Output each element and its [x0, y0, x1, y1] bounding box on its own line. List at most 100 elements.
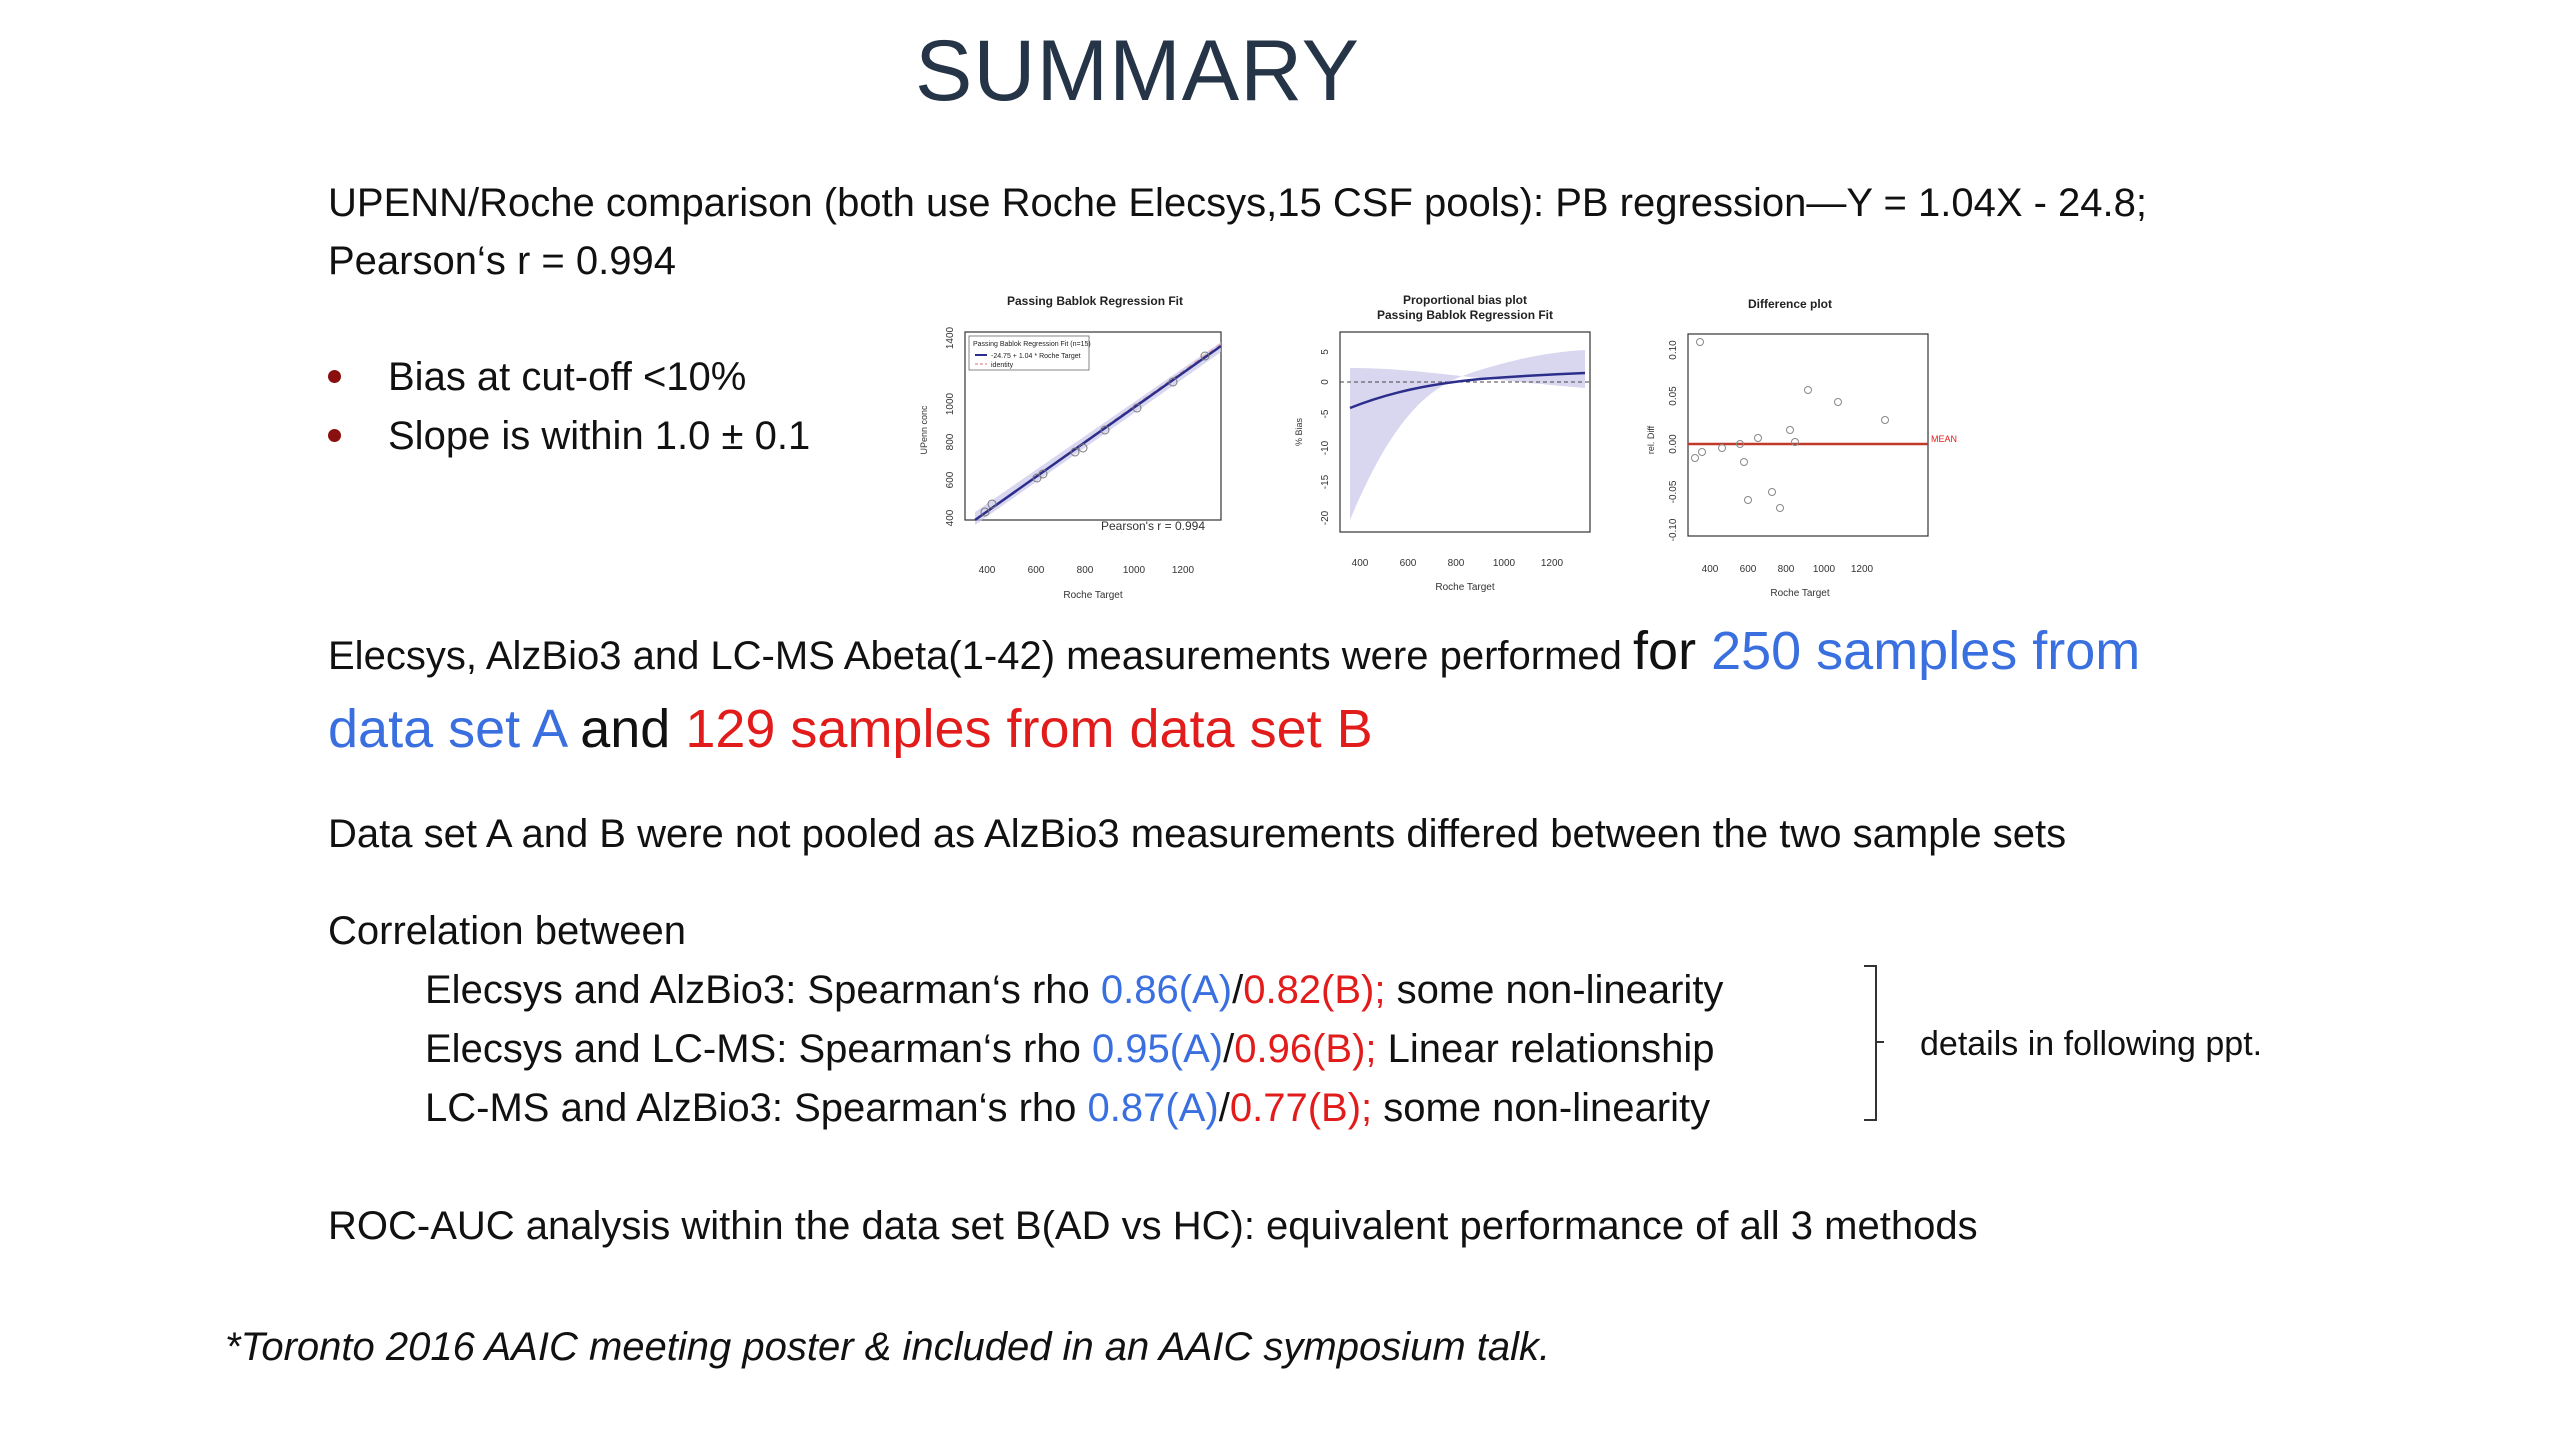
- data-point: [1768, 488, 1776, 496]
- y-tick: 0.00: [1668, 434, 1679, 454]
- not-pooled-text: Data set A and B were not pooled as AlzB…: [328, 812, 2067, 856]
- rho-sep: /: [1223, 1027, 1235, 1071]
- y-tick: 5: [1320, 349, 1331, 355]
- y-tick: -0.10: [1668, 518, 1679, 541]
- y-axis-label: % Bias: [1294, 417, 1304, 446]
- y-tick: -10: [1320, 440, 1331, 455]
- data-point: [1691, 454, 1699, 462]
- intro-line-1: UPENN/Roche comparison (both use Roche E…: [328, 181, 2148, 225]
- plot-frame: [1339, 331, 1591, 533]
- y-tick: -5: [1320, 409, 1331, 418]
- x-tick: 800: [1448, 558, 1465, 569]
- correlation-note: some non-linearity: [1372, 1086, 1711, 1130]
- x-tick: 1200: [1172, 565, 1195, 576]
- pearson-annotation: Pearson's r = 0.994: [1101, 519, 1205, 533]
- bullet-text: Bias at cut-off <10%: [388, 355, 747, 399]
- data-point: [1132, 403, 1142, 413]
- plot-subtitle: Passing Bablok Regression Fit: [1377, 308, 1553, 322]
- bullet-text: Slope is within 1.0 ± 0.1: [388, 414, 811, 458]
- plot-frame: [964, 331, 1222, 521]
- x-axis-label: Roche Target: [1063, 590, 1123, 601]
- data-point: [1718, 444, 1726, 452]
- data-point: [1168, 377, 1178, 387]
- rho-a: 0.86(A): [1100, 968, 1233, 1012]
- bracket-icon: [1864, 965, 1884, 1121]
- rho-b: 0.77(B);: [1229, 1086, 1373, 1130]
- measurements-for: for: [1633, 621, 1712, 681]
- rho-a: 0.95(A): [1091, 1027, 1224, 1071]
- correlation-row: Elecsys and AlzBio3: Spearman‘s rho 0.86…: [425, 961, 1723, 1019]
- confidence-band: [1350, 350, 1585, 520]
- proportional-bias-plot: Proportional bias plot Passing Bablok Re…: [1294, 293, 1591, 593]
- regression-line: [974, 344, 1222, 522]
- measurements-line-1: Elecsys, AlzBio3 and LC-MS Abeta(1-42) m…: [328, 620, 2140, 682]
- x-tick: 1000: [1493, 558, 1516, 569]
- x-axis-label: Roche Target: [1435, 582, 1495, 593]
- data-point: [1200, 351, 1210, 361]
- data-point: [1804, 386, 1812, 394]
- x-tick: 800: [1778, 564, 1795, 575]
- data-point: [1038, 469, 1048, 479]
- slide-title: SUMMARY: [914, 23, 1361, 119]
- data-point: [1736, 440, 1744, 448]
- data-point: [1744, 496, 1752, 504]
- plot-legend: [968, 335, 1090, 371]
- bias-curve: [1349, 371, 1586, 410]
- bullet-item-2: Slope is within 1.0 ± 0.1: [328, 407, 811, 465]
- data-point: [1754, 434, 1762, 442]
- y-tick: -15: [1320, 474, 1331, 489]
- x-axis-label: Roche Target: [1770, 588, 1830, 599]
- y-tick: -20: [1320, 510, 1331, 525]
- plot-frame: [1687, 333, 1929, 537]
- correlation-heading: Correlation between: [328, 909, 686, 953]
- difference-plot: Difference plot MEAN 400 600 800 1000 12…: [1646, 297, 1957, 599]
- correlation-row: LC-MS and AlzBio3: Spearman‘s rho 0.87(A…: [425, 1079, 1710, 1137]
- rho-a: 0.87(A): [1087, 1086, 1219, 1130]
- correlation-pair: LC-MS and AlzBio3: Spearman‘s rho: [425, 1086, 1088, 1130]
- data-set-a-label: data set A: [328, 699, 566, 759]
- data-points: [1691, 338, 1889, 512]
- x-tick: 600: [1028, 565, 1045, 576]
- passing-bablok-plot: Passing Bablok Regression Fit Passing Ba…: [919, 294, 1222, 601]
- legend-identity-label: identity: [991, 362, 1014, 369]
- data-point: [1698, 448, 1706, 456]
- data-point: [1100, 425, 1110, 435]
- y-tick: 1400: [945, 326, 956, 349]
- data-points: [980, 351, 1210, 517]
- x-tick: 400: [1702, 564, 1719, 575]
- data-point: [980, 507, 990, 517]
- details-note: details in following ppt.: [1920, 1025, 2263, 1063]
- y-tick: 0.10: [1668, 340, 1679, 360]
- data-point: [1078, 443, 1088, 453]
- legend-title: Passing Bablok Regression Fit (n=15): [973, 341, 1091, 348]
- measurements-text: Elecsys, AlzBio3 and LC-MS Abeta(1-42) m…: [328, 634, 1634, 678]
- x-tick: 1200: [1851, 564, 1874, 575]
- y-tick: 800: [945, 433, 956, 450]
- data-point: [1791, 438, 1799, 446]
- legend-line-label: -24.75 + 1.04 * Roche Target: [991, 353, 1081, 360]
- plot-title: Proportional bias plot: [1403, 293, 1527, 307]
- data-point: [1881, 416, 1889, 424]
- y-tick: 400: [945, 509, 956, 526]
- bullet-dot-icon: [328, 429, 341, 442]
- data-point: [1834, 398, 1842, 406]
- measurements-and: and: [565, 699, 686, 759]
- correlation-note: Linear relationship: [1376, 1027, 1715, 1071]
- correlation-row: Elecsys and LC-MS: Spearman‘s rho 0.95(A…: [425, 1020, 1715, 1078]
- x-tick: 600: [1740, 564, 1757, 575]
- y-axis-label: UPenn conc: [919, 405, 929, 455]
- data-point: [987, 499, 997, 509]
- x-tick: 600: [1400, 558, 1417, 569]
- roc-text: ROC-AUC analysis within the data set B(A…: [328, 1204, 1978, 1248]
- correlation-pair: Elecsys and AlzBio3: Spearman‘s rho: [425, 968, 1101, 1012]
- data-point: [1696, 338, 1704, 346]
- measurements-line-2: data set A and 129 samples from data set…: [328, 698, 1373, 760]
- y-tick: 0: [1320, 379, 1331, 385]
- rho-sep: /: [1218, 1086, 1230, 1130]
- rho-b: 0.82(B);: [1243, 968, 1386, 1012]
- rho-b: 0.96(B);: [1234, 1027, 1377, 1071]
- mean-label: MEAN: [1931, 434, 1957, 444]
- plot-title: Difference plot: [1748, 297, 1832, 311]
- y-tick: -0.05: [1668, 480, 1679, 503]
- x-tick: 800: [1077, 565, 1094, 576]
